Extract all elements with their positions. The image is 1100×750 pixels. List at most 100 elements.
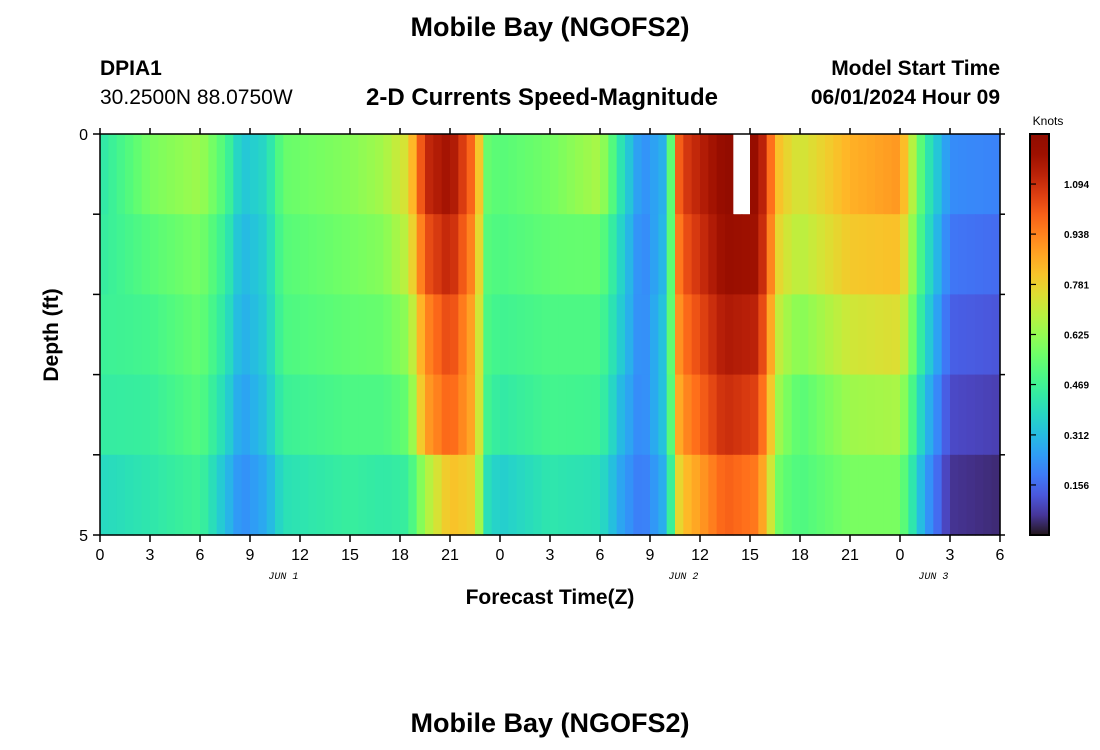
heatmap-cell [700,454,709,536]
heatmap-cell [233,374,243,456]
heatmap-cell [933,134,943,215]
heatmap-cell [941,454,951,536]
heatmap-cell [441,134,451,215]
heatmap-cell [158,134,168,215]
heatmap-cell [841,134,851,215]
colorbar-tick-label: 1.094 [1064,180,1089,191]
colorbar-tick-label: 0.938 [1064,230,1089,241]
heatmap-cell [483,134,493,215]
heatmap-cell [683,214,693,295]
heatmap-cell [833,294,843,376]
heatmap-cell [666,374,676,456]
heatmap-cell [233,134,243,215]
heatmap-cell [125,134,134,215]
heatmap-cell [858,214,868,295]
heatmap-cell [258,214,268,295]
heatmap-cell [291,294,301,376]
heatmap-cell [983,134,993,215]
heatmap-cell [716,374,726,456]
heatmap-cell [150,134,159,215]
heatmap-cell [341,374,351,456]
heatmap-cell [708,374,718,456]
heatmap-cell [525,374,534,456]
heatmap-cell [166,134,176,215]
heatmap-cell [716,294,726,376]
heatmap-cell [375,294,384,376]
heatmap-cell [166,454,176,536]
heatmap-cell [108,134,118,215]
heatmap-cell [783,214,793,295]
heatmap-cell [891,214,901,295]
heatmap-cell [233,454,243,536]
heatmap-cell [850,134,859,215]
heatmap-cell [908,374,918,456]
heatmap-cell [950,134,959,215]
heatmap-cell [866,374,876,456]
heatmap-cell [675,134,684,215]
heatmap-cell [150,454,159,536]
heatmap-cell [883,134,893,215]
heatmap-cell [666,294,676,376]
heatmap-cell [758,454,768,536]
heatmap-cell [916,454,926,536]
heatmap-cell [241,294,251,376]
heatmap-cell [733,374,743,456]
heatmap-cell [725,134,734,215]
heatmap-cell [325,294,334,376]
heatmap-cell [150,294,159,376]
heatmap-cell [483,294,493,376]
heatmap-cell [533,294,543,376]
heatmap-cell [141,134,151,215]
heatmap-cell [441,294,451,376]
heatmap-cell [283,454,293,536]
heatmap-cell [575,214,584,295]
heatmap-cell [258,374,268,456]
heatmap-cell [275,374,284,456]
heatmap-cell [750,294,759,376]
heatmap-cell [783,134,793,215]
heatmap-cell [500,374,509,456]
heatmap-cell [575,134,584,215]
heatmap-cell [225,294,234,376]
heatmap-cell [916,134,926,215]
heatmap-cell [933,294,943,376]
heatmap-cell [741,214,751,295]
heatmap-cell [183,374,193,456]
heatmap-cell [825,294,834,376]
heatmap-cell [925,454,934,536]
heatmap-cell [400,374,409,456]
heatmap-cell [291,214,301,295]
heatmap-cell [933,214,943,295]
heatmap-cell [433,134,443,215]
heatmap-cell [808,294,818,376]
heatmap-cell [300,214,309,295]
heatmap-cell [933,454,943,536]
heatmap-cell [591,134,601,215]
heatmap-cell [125,294,134,376]
y-axis-label: Depth (ft) [40,288,63,381]
heatmap-cell [583,454,593,536]
heatmap-cell [850,374,859,456]
heatmap-cell [183,134,193,215]
heatmap-cell [275,454,284,536]
heatmap-cell [833,214,843,295]
heatmap-cell [333,134,343,215]
heatmap-cell [391,454,401,536]
heatmap-cell [575,374,584,456]
heatmap-cell [691,454,701,536]
heatmap-cell [516,214,526,295]
heatmap-cell [591,214,601,295]
heatmap-cell [658,134,668,215]
heatmap-cell [433,214,443,295]
heatmap-cell [375,214,384,295]
heatmap-cell [858,134,868,215]
model-start-label: Model Start Time [831,57,1000,80]
heatmap-cell [775,294,784,376]
heatmap-cell [500,294,509,376]
heatmap-cell [991,214,1001,295]
heatmap-cell [250,294,259,376]
heatmap-cell [125,214,134,295]
heatmap-cell [433,374,443,456]
heatmap-cell [416,214,426,295]
heatmap-cell [833,374,843,456]
